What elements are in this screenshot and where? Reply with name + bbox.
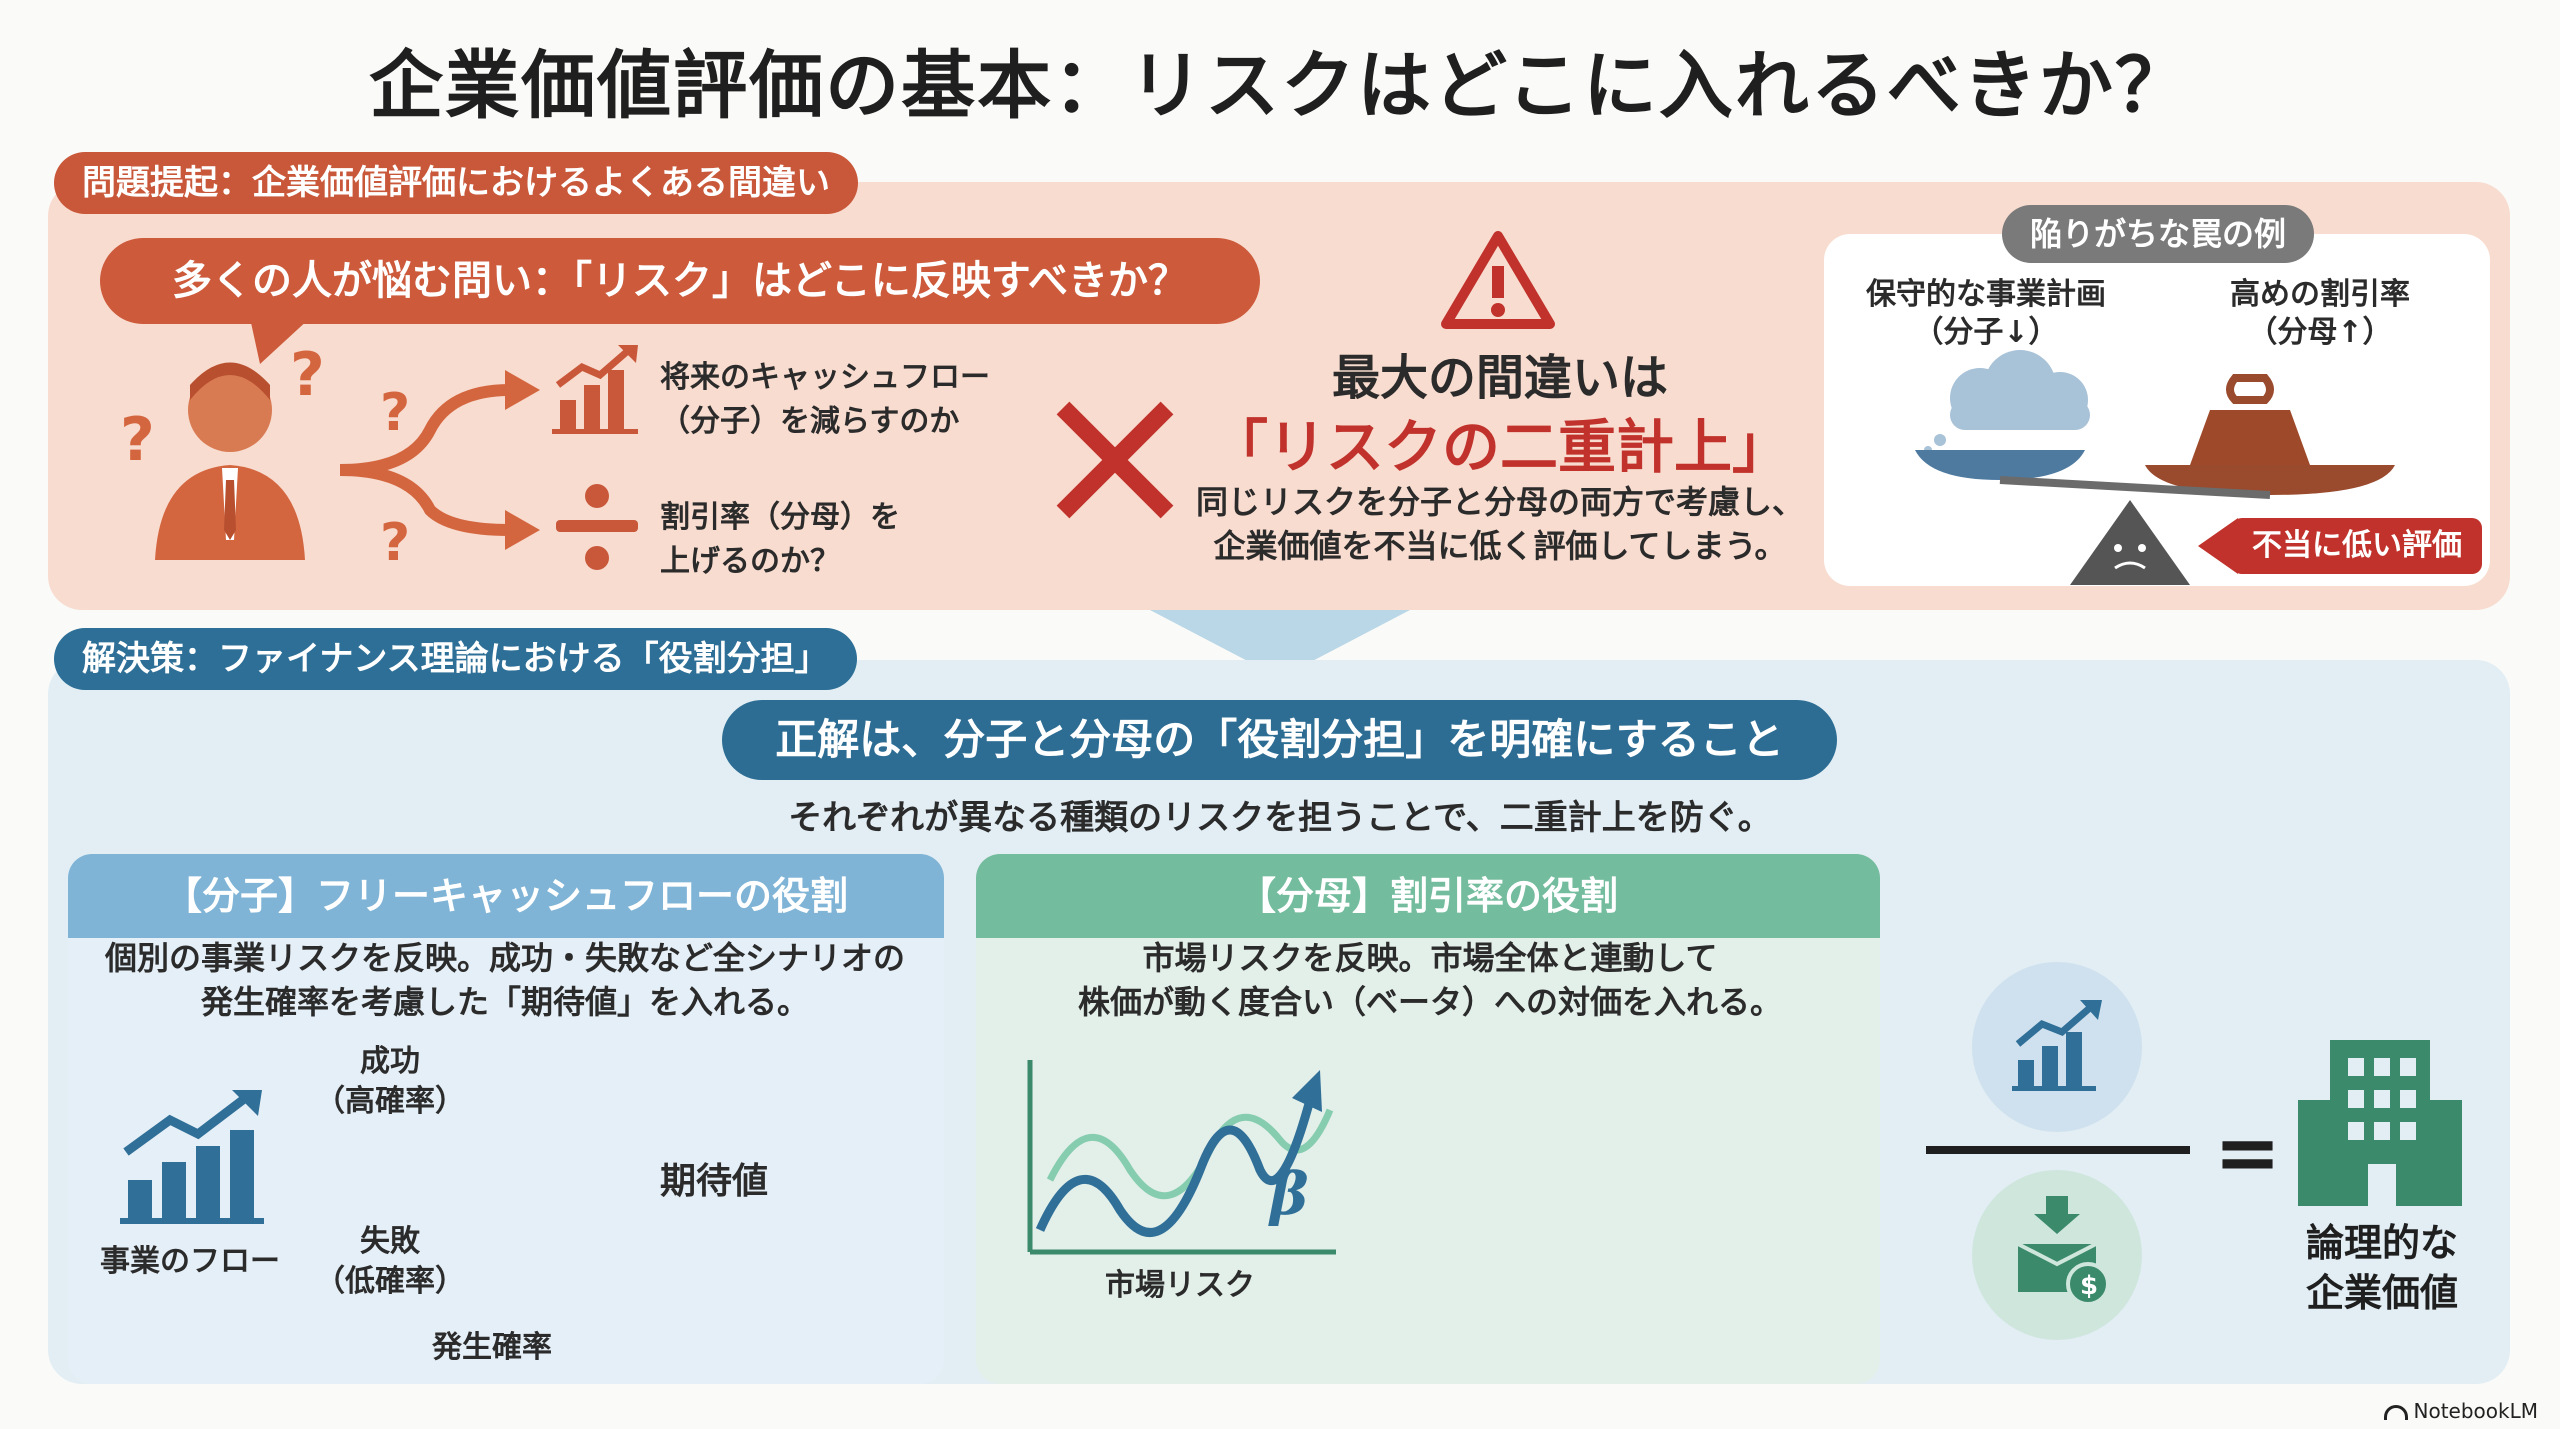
option1-line2: （分子）を減らすのか [660, 404, 960, 439]
denominator-card: 【分母】割引率の役割 [976, 854, 1880, 1384]
trap-right-label: 高めの割引率 （分母↑） [2180, 276, 2460, 352]
denominator-desc: 市場リスクを反映。市場全体と連動して 株価が動く度合い（ベータ）への対価を入れる… [990, 936, 1870, 1024]
svg-text:?: ? [120, 405, 155, 475]
solution-subline: それぞれが異なる種類のリスクを担うことで、二重計上を防ぐ。 [788, 798, 1772, 838]
company-building-icon [2298, 1040, 2462, 1206]
bubble-tail [250, 318, 310, 364]
footer-text: NotebookLM [2413, 1399, 2539, 1423]
mistake-desc-line1: 同じリスクを分子と分母の両方で考慮し、 [1195, 483, 1804, 521]
fraction-line [1926, 1146, 2190, 1154]
trap-left-line2: （分子↓） [1913, 315, 2059, 350]
solution-tag: 解決策：ファイナンス理論における「役割分担」 [54, 628, 857, 690]
trap-right-line2: （分母↑） [2247, 315, 2393, 350]
notebooklm-watermark: NotebookLM [2383, 1399, 2539, 1423]
beta-symbol: β [1270, 1160, 1309, 1228]
solution-headline: 正解は、分子と分母の「役割分担」を明確にすること [722, 700, 1837, 780]
failure-line2: （低確率） [315, 1264, 465, 1299]
notebooklm-logo-icon [2383, 1405, 2408, 1420]
down-chevron-icon [1150, 610, 1410, 678]
option2-line2: 上げるのか？ [660, 544, 840, 579]
unbalanced-scale-icon [1915, 350, 2395, 585]
question-bubble: 多くの人が悩む問い：「リスク」はどこに反映すべきか？ [100, 238, 1260, 324]
logical-value-line2: 企業価値 [2305, 1271, 2458, 1315]
trap-title: 陥りがちな罠の例 [2002, 205, 2315, 263]
discount-money-icon: $ [2017, 1196, 2110, 1306]
market-risk-graph-icon [1027, 1060, 1336, 1255]
mistake-highlight: 「リスクの二重計上」 [1209, 413, 1790, 481]
page-title: 企業価値評価の基本：リスクはどこに入れるべきか？ [369, 43, 2191, 129]
division-icon [556, 484, 638, 570]
trap-left-label: 保守的な事業計画 （分子↓） [1836, 276, 2136, 352]
undervaluation-badge: 不当に低い評価 [2232, 518, 2482, 574]
expected-value-label: 期待値 [660, 1161, 769, 1202]
confused-person-icon: ? ? ? ? [120, 340, 540, 573]
badge-pointer [2198, 518, 2238, 574]
numerator-growth-icon [2012, 1000, 2102, 1091]
mistake-heading: 最大の間違いは [1331, 350, 1668, 406]
denominator-card-title: 【分母】割引率の役割 [976, 854, 1880, 938]
logical-value-label: 論理的な 企業価値 [2262, 1218, 2502, 1318]
denominator-desc-line2: 株価が動く度合い（ベータ）への対価を入れる。 [1077, 983, 1782, 1021]
market-risk-label: 市場リスク [1105, 1268, 1255, 1303]
failure-line1: 失敗 [360, 1224, 420, 1259]
success-label: 成功 （高確率） [300, 1042, 480, 1122]
failure-label: 失敗 （低確率） [300, 1222, 480, 1302]
svg-text:?: ? [290, 340, 325, 410]
success-line2: （高確率） [315, 1084, 465, 1119]
option1-line1: 将来のキャッシュフロー [660, 360, 990, 395]
denominator-desc-line1: 市場リスクを反映。市場全体と連動して [1142, 939, 1718, 977]
option2-text: 割引率（分母）を 上げるのか？ [660, 496, 900, 584]
cross-icon [1056, 401, 1174, 519]
mistake-description: 同じリスクを分子と分母の両方で考慮し、 企業価値を不当に低く評価してしまう。 [1150, 480, 1850, 568]
logical-value-line1: 論理的な [2305, 1221, 2458, 1265]
mistake-desc-line2: 企業価値を不当に低く評価してしまう。 [1213, 527, 1787, 565]
question-text: 多くの人が悩む問い：「リスク」はどこに反映すべきか？ [172, 258, 1188, 304]
option1-text: 将来のキャッシュフロー （分子）を減らすのか [660, 356, 990, 444]
warning-icon [1441, 231, 1555, 329]
svg-text:?: ? [380, 513, 410, 573]
svg-text:?: ? [380, 383, 410, 443]
equals-sign: = [2214, 1106, 2282, 1199]
numerator-desc: 個別の事業リスクを反映。成功・失敗など全シナリオの 発生確率を考慮した「期待値」… [80, 936, 930, 1024]
numerator-card-title: 【分子】フリーキャッシュフローの役割 [68, 854, 944, 938]
business-flow-label: 事業のフロー [100, 1244, 280, 1279]
option2-line1: 割引率（分母）を [660, 500, 900, 535]
probability-label: 発生確率 [432, 1330, 552, 1365]
numerator-desc-line1: 個別の事業リスクを反映。成功・失敗など全シナリオの [104, 939, 905, 977]
numerator-desc-line2: 発生確率を考慮した「期待値」を入れる。 [200, 983, 809, 1021]
business-flow-icon [120, 1090, 264, 1224]
success-line1: 成功 [360, 1044, 420, 1079]
svg-text:$: $ [2080, 1271, 2098, 1301]
problem-tag: 問題提起：企業価値評価におけるよくある間違い [54, 152, 858, 214]
trap-left-line1: 保守的な事業計画 [1866, 277, 2106, 312]
growth-chart-icon [552, 345, 638, 434]
trap-right-line1: 高めの割引率 [2230, 277, 2410, 312]
